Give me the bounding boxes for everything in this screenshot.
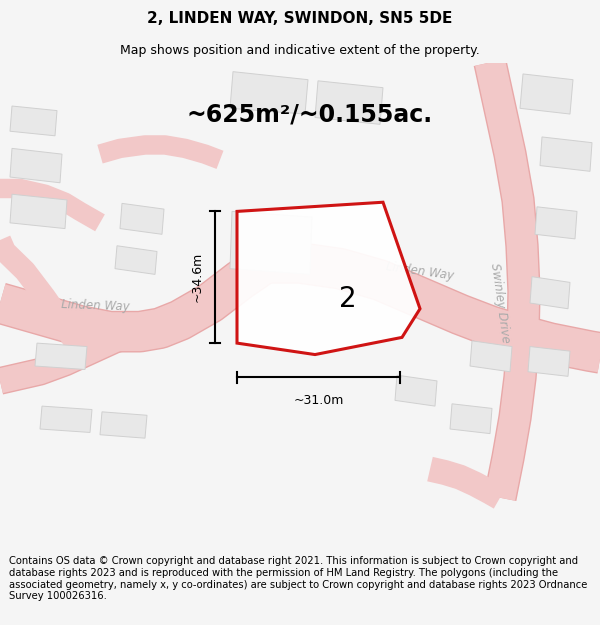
Polygon shape	[115, 246, 157, 274]
Polygon shape	[237, 202, 420, 354]
Polygon shape	[35, 343, 87, 369]
Polygon shape	[528, 346, 570, 376]
Polygon shape	[530, 277, 570, 309]
Text: ~625m²/~0.155ac.: ~625m²/~0.155ac.	[187, 102, 433, 126]
Text: Linden Way: Linden Way	[61, 298, 130, 313]
Text: Contains OS data © Crown copyright and database right 2021. This information is : Contains OS data © Crown copyright and d…	[9, 556, 587, 601]
Polygon shape	[535, 207, 577, 239]
Text: ~34.6m: ~34.6m	[191, 252, 203, 302]
Text: ~31.0m: ~31.0m	[293, 394, 344, 407]
Polygon shape	[10, 194, 67, 229]
Polygon shape	[470, 341, 512, 372]
Polygon shape	[120, 203, 164, 234]
Text: Linden Way: Linden Way	[385, 260, 455, 282]
Polygon shape	[40, 406, 92, 432]
Text: Map shows position and indicative extent of the property.: Map shows position and indicative extent…	[120, 44, 480, 57]
Text: Swinley Drive: Swinley Drive	[488, 262, 512, 344]
Polygon shape	[395, 375, 437, 406]
Polygon shape	[10, 148, 62, 182]
Polygon shape	[540, 137, 592, 171]
Polygon shape	[315, 81, 383, 124]
Polygon shape	[230, 72, 308, 114]
Polygon shape	[520, 74, 573, 114]
Polygon shape	[100, 412, 147, 438]
Text: 2: 2	[338, 284, 356, 312]
Polygon shape	[450, 404, 492, 434]
Polygon shape	[230, 211, 312, 274]
Polygon shape	[10, 106, 57, 136]
Text: 2, LINDEN WAY, SWINDON, SN5 5DE: 2, LINDEN WAY, SWINDON, SN5 5DE	[148, 11, 452, 26]
